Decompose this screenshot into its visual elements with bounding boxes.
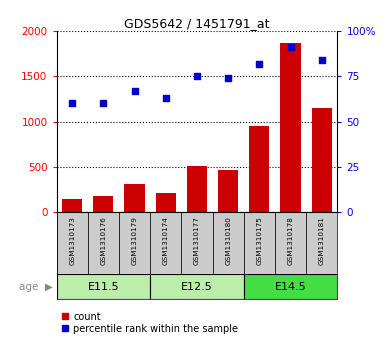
Text: E12.5: E12.5 <box>181 282 213 292</box>
Bar <box>213 212 244 274</box>
Point <box>319 57 325 63</box>
Bar <box>88 212 119 274</box>
Text: GSM1310180: GSM1310180 <box>225 216 231 265</box>
Point <box>163 95 169 101</box>
Point <box>194 73 200 79</box>
Title: GDS5642 / 1451791_at: GDS5642 / 1451791_at <box>124 17 270 30</box>
Text: E14.5: E14.5 <box>275 282 307 292</box>
Bar <box>306 212 337 274</box>
Bar <box>156 193 176 212</box>
Bar <box>218 170 238 212</box>
Bar <box>150 274 244 299</box>
Bar <box>62 199 82 212</box>
Bar <box>57 212 88 274</box>
Bar <box>249 126 269 212</box>
Bar <box>275 212 306 274</box>
Point <box>131 88 138 94</box>
Bar <box>93 196 113 212</box>
Bar <box>124 184 145 212</box>
Text: GSM1310173: GSM1310173 <box>69 216 75 265</box>
Point <box>225 75 231 81</box>
Point <box>69 101 75 106</box>
Bar <box>150 212 181 274</box>
Text: age  ▶: age ▶ <box>19 282 53 292</box>
Text: GSM1310174: GSM1310174 <box>163 216 169 265</box>
Bar <box>119 212 150 274</box>
Text: GSM1310177: GSM1310177 <box>194 216 200 265</box>
Bar <box>244 274 337 299</box>
Bar <box>181 212 213 274</box>
Text: GSM1310179: GSM1310179 <box>131 216 138 265</box>
Bar <box>244 212 275 274</box>
Bar <box>280 42 301 212</box>
Legend: count, percentile rank within the sample: count, percentile rank within the sample <box>61 311 238 334</box>
Text: GSM1310175: GSM1310175 <box>256 216 262 265</box>
Text: GSM1310181: GSM1310181 <box>319 216 325 265</box>
Text: GSM1310176: GSM1310176 <box>100 216 106 265</box>
Text: E11.5: E11.5 <box>87 282 119 292</box>
Point <box>256 61 262 66</box>
Point <box>100 101 106 106</box>
Bar <box>57 274 150 299</box>
Bar <box>312 107 332 212</box>
Bar <box>187 166 207 212</box>
Point <box>287 44 294 50</box>
Text: GSM1310178: GSM1310178 <box>287 216 294 265</box>
